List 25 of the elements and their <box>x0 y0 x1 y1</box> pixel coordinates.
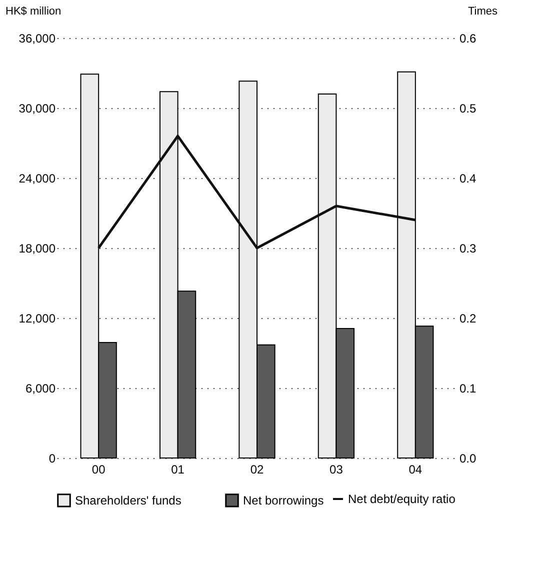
x-tick-label: 03 <box>330 462 344 476</box>
y-axis-title: HK$ million <box>6 6 62 18</box>
y-tick-label: 6,000 <box>25 382 56 396</box>
legend-label: Net borrowings <box>243 493 324 508</box>
y2-tick-label: 0.2 <box>460 312 477 326</box>
y2-tick-label: 0.3 <box>460 242 477 256</box>
y-tick-label: 24,000 <box>18 172 56 186</box>
y-tick-label: 12,000 <box>18 312 56 326</box>
y2-tick-label: 0.5 <box>460 102 477 116</box>
y-tick-label: 0 <box>48 452 56 466</box>
y-tick-label: 18,000 <box>18 242 56 256</box>
line-series <box>97 134 417 250</box>
y2-tick-label: 0.1 <box>460 382 477 396</box>
y2-tick-label: 0.4 <box>460 172 477 186</box>
x-tick-label: 00 <box>92 462 106 476</box>
y-tick-label: 30,000 <box>18 102 56 116</box>
y2-tick-label: 0.0 <box>460 452 477 466</box>
x-tick-label: 04 <box>408 462 422 476</box>
legend-label: Net debt/equity ratio <box>348 492 456 506</box>
x-tick-label: 02 <box>250 462 264 476</box>
y-tick-label: 36,000 <box>18 32 56 46</box>
y2-axis-title: Times <box>468 6 498 18</box>
x-tick-label: 01 <box>171 462 185 476</box>
legend-label: Shareholders' funds <box>75 493 182 508</box>
y2-tick-label: 0.6 <box>460 32 477 46</box>
